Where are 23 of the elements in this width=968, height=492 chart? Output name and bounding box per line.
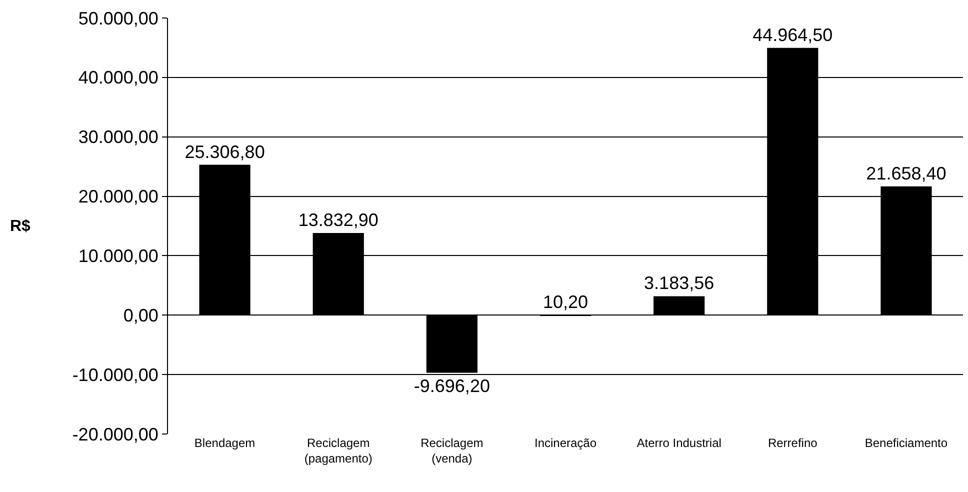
y-tick-label: 10.000,00	[78, 246, 158, 266]
y-tick-label: 0,00	[123, 305, 158, 326]
y-tick-label: -10.000,00	[72, 364, 158, 385]
x-tick-label: Aterro Industrial	[636, 436, 722, 450]
x-tick-label: Reciclagem (venda)	[420, 436, 484, 466]
x-tick-label: Reciclagem (pagamento)	[304, 436, 372, 466]
data-label: 13.832,90	[298, 210, 378, 230]
x-tick-label: Incineração	[534, 436, 597, 450]
x-tick-label: Rerrefino	[768, 436, 818, 450]
data-label: 25.306,80	[184, 142, 265, 162]
x-tick-label: Beneficiamento	[864, 436, 948, 450]
data-label: 10,20	[542, 292, 588, 312]
y-tick-label: 40.000,00	[78, 68, 158, 88]
data-label: 3.183,56	[644, 273, 714, 294]
y-tick-label: 50.000,00	[78, 8, 158, 28]
data-label: -9.696,20	[414, 376, 490, 396]
y-tick-label: 20.000,00	[78, 186, 158, 207]
x-tick-label: Blendagem	[194, 436, 256, 450]
data-label: 44.964,50	[752, 24, 833, 45]
data-label: 21.658,40	[866, 163, 946, 184]
y-tick-label: -20.000,00	[72, 424, 158, 444]
y-axis-title: R$	[10, 218, 31, 235]
y-tick-label: 30.000,00	[78, 127, 158, 148]
